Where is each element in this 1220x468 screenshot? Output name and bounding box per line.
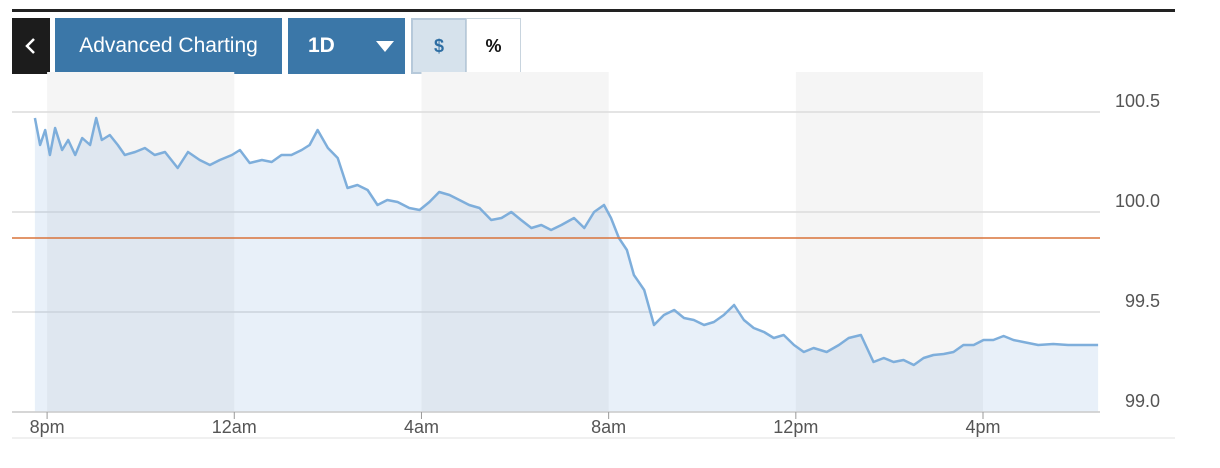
back-icon: [25, 38, 35, 54]
range-label: 1D: [308, 34, 335, 57]
x-tick-label: 4am: [404, 417, 439, 437]
advanced-charting-button[interactable]: Advanced Charting: [55, 18, 282, 74]
price-area: [34, 118, 1099, 412]
x-tick-label: 8am: [591, 417, 626, 437]
y-tick-label: 100.5: [1115, 91, 1160, 111]
time-band: [421, 72, 609, 412]
x-tick-label: 12pm: [773, 417, 818, 437]
time-band: [795, 72, 984, 412]
x-tick-label: 4pm: [966, 417, 1001, 437]
x-tick-label: 12am: [212, 417, 257, 437]
time-band: [47, 72, 235, 412]
y-tick-label: 100.0: [1115, 191, 1160, 211]
y-tick-label: 99.5: [1125, 291, 1160, 311]
price-line: [33, 116, 1099, 367]
dropdown-arrow: [375, 41, 394, 52]
top-rule: [12, 9, 1175, 12]
x-tick-label: 8pm: [30, 417, 65, 437]
range-dropdown[interactable]: 1D: [288, 18, 405, 74]
back-button[interactable]: [12, 18, 50, 74]
y-tick-label: 99.0: [1125, 391, 1160, 411]
